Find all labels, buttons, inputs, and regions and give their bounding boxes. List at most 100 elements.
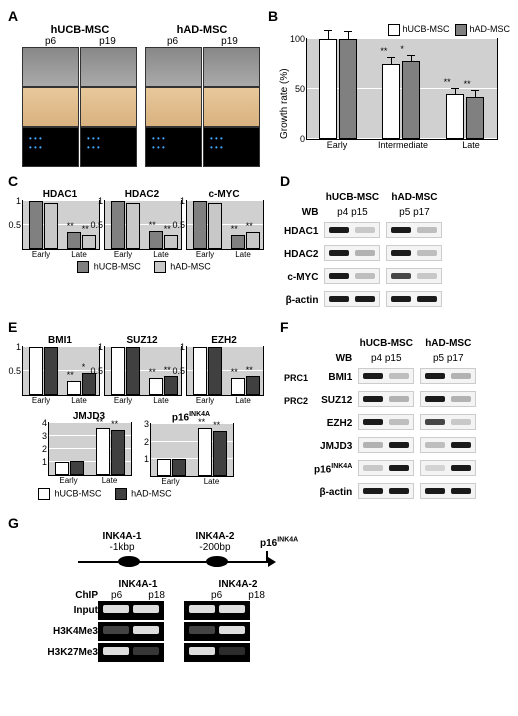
wb-label: WB xyxy=(282,206,320,219)
panel-label-G: G xyxy=(8,515,19,531)
blot-lane xyxy=(386,268,442,284)
bar xyxy=(82,235,96,249)
ytick-label: 0.5 xyxy=(172,366,187,376)
protein-label: p16INK4A xyxy=(312,459,354,480)
x-label: Late xyxy=(224,396,262,405)
bar xyxy=(126,203,140,249)
mini-chart: 0.51**** xyxy=(22,200,100,250)
significance-marker: ** xyxy=(164,365,171,375)
chart-title: SUZ12 xyxy=(104,335,180,346)
passage-label: p17 xyxy=(447,353,464,364)
x-label: Early xyxy=(150,477,191,486)
ytick-label: 3 xyxy=(144,419,151,429)
significance-marker: ** xyxy=(231,367,238,377)
chip-row-label: Input xyxy=(28,605,98,616)
mini-chart: 0.51**** xyxy=(186,200,264,250)
chart-title: c-MYC xyxy=(186,189,262,200)
passage-label: p5 xyxy=(433,353,444,364)
passage-label: p19 xyxy=(79,36,136,47)
chip-gel xyxy=(184,622,250,641)
significance-marker: ** xyxy=(111,419,118,429)
chart-title: HDAC2 xyxy=(104,189,180,200)
protein-label: HDAC2 xyxy=(282,244,320,265)
wb-col-header: hAD-MSC xyxy=(384,191,444,204)
region-name: INK4A-1 xyxy=(74,531,170,542)
bar xyxy=(111,430,125,476)
bar xyxy=(29,347,43,395)
protein-label: SUZ12 xyxy=(312,390,354,411)
significance-marker: ** xyxy=(246,365,253,375)
protein-label: c-MYC xyxy=(282,267,320,288)
panel-B: B hUCB-MSC hAD-MSC 050100Growth rate (%)… xyxy=(268,8,510,154)
protein-label: β-actin xyxy=(312,482,354,503)
ytick-label: 1 xyxy=(180,342,187,352)
wb-col-header: hUCB-MSC xyxy=(322,191,382,204)
gene-name: p16INK4A xyxy=(260,538,298,549)
micrograph xyxy=(22,127,79,167)
x-label: Late xyxy=(60,250,98,259)
bar xyxy=(466,97,484,139)
legend-text: hAD-MSC xyxy=(131,489,172,499)
micrograph xyxy=(145,47,202,87)
bar xyxy=(231,235,245,249)
significance-marker: ** xyxy=(164,224,171,234)
legend-text: hUCB-MSC xyxy=(94,261,141,271)
bar xyxy=(82,373,96,395)
panel-label-C: C xyxy=(8,173,18,189)
blot-lane xyxy=(358,368,414,384)
legend-swatch xyxy=(388,24,400,36)
blot-lane xyxy=(420,437,476,453)
western-blot-D: hUCB-MSC hAD-MSC WB p4 p15 p5 p17 HDAC1H… xyxy=(280,189,446,313)
complex-label xyxy=(282,413,310,434)
bar xyxy=(246,232,260,249)
x-label: Late xyxy=(142,396,180,405)
x-label: Early xyxy=(186,396,224,405)
western-blot-F: hUCB-MSC hAD-MSC WB p4 p15 p5 p17 PRC1BM… xyxy=(280,335,480,505)
x-label: Early xyxy=(22,396,60,405)
significance-marker: ** xyxy=(96,417,103,427)
region-col: INK4A-2 xyxy=(198,579,278,590)
bar xyxy=(339,39,357,139)
blot-lane xyxy=(420,391,476,407)
bar xyxy=(111,201,125,249)
protein-label: BMI1 xyxy=(312,367,354,388)
blot-lane xyxy=(386,291,442,307)
col-header-ad: hAD-MSC xyxy=(144,24,260,36)
chip-gel xyxy=(184,601,250,620)
bar xyxy=(149,378,163,395)
mini-chart: 0.51**** xyxy=(186,346,264,396)
significance-marker: ** xyxy=(444,77,451,87)
ytick-label: 0.5 xyxy=(90,366,105,376)
chart-title: EZH2 xyxy=(186,335,262,346)
blot-lane xyxy=(420,460,476,476)
bar xyxy=(67,232,81,249)
passage-label: p4 xyxy=(337,207,348,218)
ytick-label: 0.5 xyxy=(172,220,187,230)
ytick-label: 1 xyxy=(16,196,23,206)
panel-C: C HDAC10.51****EarlyLateHDAC20.51****Ear… xyxy=(8,173,280,273)
significance-marker: ** xyxy=(464,79,471,89)
legend-text: hAD-MSC xyxy=(170,261,211,271)
ytick-label: 1 xyxy=(98,342,105,352)
blot-lane xyxy=(324,222,380,238)
protein-label: EZH2 xyxy=(312,413,354,434)
passage-label: p19 xyxy=(201,36,258,47)
micrograph xyxy=(80,87,137,127)
ytick-label: 0.5 xyxy=(8,220,23,230)
bar xyxy=(126,347,140,395)
passage-label: p18 xyxy=(248,590,265,601)
passage-label: p6 xyxy=(211,590,222,601)
blot-lane xyxy=(386,245,442,261)
panel-F: F hUCB-MSC hAD-MSC WB p4 p15 p5 p17 PRC1… xyxy=(280,319,510,505)
bar xyxy=(213,431,227,476)
x-label: Early xyxy=(22,250,60,259)
significance-marker: ** xyxy=(149,367,156,377)
significance-marker: ** xyxy=(67,370,74,380)
bar xyxy=(231,378,245,395)
chip-gel xyxy=(98,643,164,662)
blot-lane xyxy=(420,483,476,499)
significance-marker: ** xyxy=(149,220,156,230)
passage-label: p6 xyxy=(22,36,79,47)
protein-label: HDAC1 xyxy=(282,221,320,242)
bar xyxy=(246,376,260,395)
